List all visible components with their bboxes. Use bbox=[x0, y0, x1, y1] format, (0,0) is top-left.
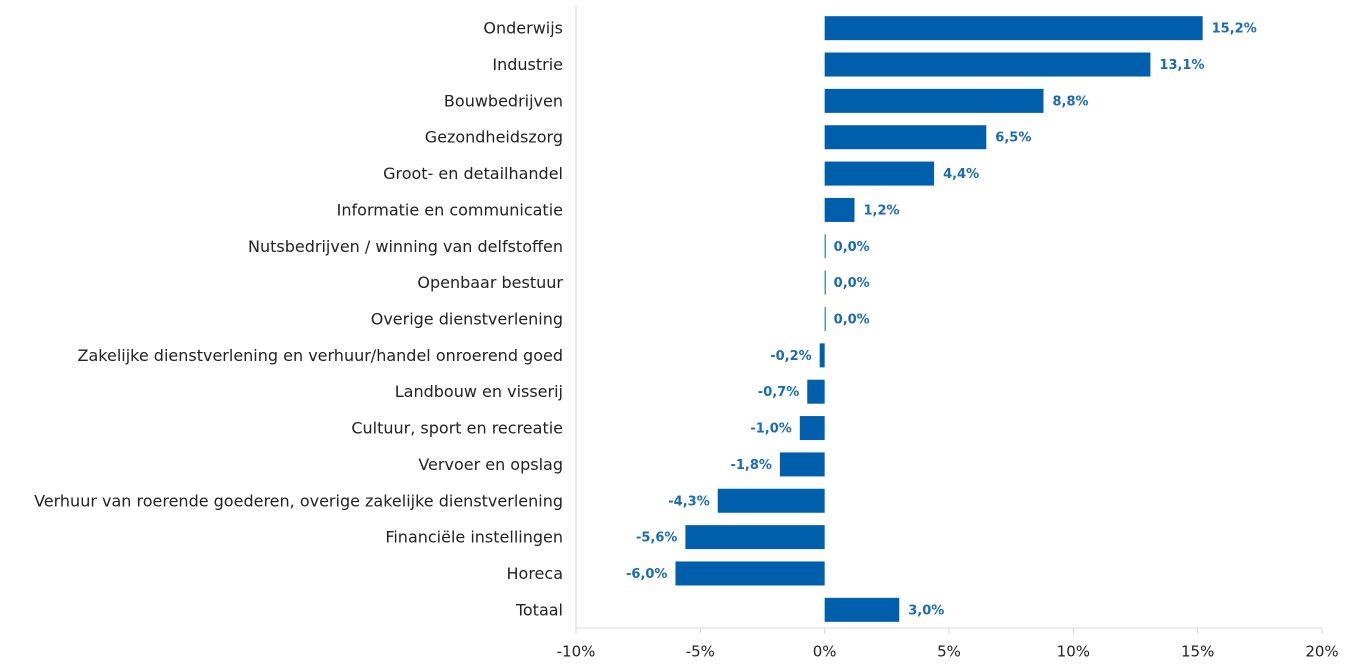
y-tick-label: Industrie bbox=[492, 55, 563, 74]
y-tick-label: Informatie en communicatie bbox=[337, 200, 563, 219]
value-label: 3,0% bbox=[908, 603, 944, 618]
bar bbox=[799, 416, 825, 441]
x-tick-label: 5% bbox=[937, 643, 961, 661]
bar bbox=[824, 52, 1151, 77]
value-label: -4,3% bbox=[668, 494, 709, 509]
value-label: -1,8% bbox=[730, 458, 771, 473]
bar bbox=[824, 16, 1203, 41]
y-tick-label: Landbouw en visserij bbox=[395, 382, 563, 401]
bar bbox=[824, 234, 826, 259]
bar bbox=[824, 307, 826, 331]
value-label: 0,0% bbox=[834, 313, 870, 328]
value-label: 0,0% bbox=[834, 276, 870, 291]
bar bbox=[819, 343, 825, 368]
y-tick-label: Openbaar bestuur bbox=[417, 273, 563, 292]
x-tick-label: -5% bbox=[686, 643, 715, 661]
x-tick-label: 20% bbox=[1305, 643, 1338, 661]
value-label: 6,5% bbox=[995, 131, 1031, 146]
bar bbox=[685, 525, 825, 550]
value-label: 1,2% bbox=[864, 203, 900, 218]
y-tick-label: Vervoer en opslag bbox=[418, 455, 563, 474]
y-tick-label: Horeca bbox=[507, 564, 564, 583]
y-tick-label: Totaal bbox=[515, 600, 563, 619]
bar bbox=[824, 161, 935, 186]
bar bbox=[824, 270, 826, 295]
y-tick-label: Zakelijke dienstverlening en verhuur/han… bbox=[78, 346, 563, 365]
bar bbox=[824, 125, 987, 150]
bar bbox=[675, 561, 825, 586]
y-tick-label: Financiële instellingen bbox=[385, 528, 563, 547]
bar bbox=[779, 452, 825, 477]
value-label: -6,0% bbox=[626, 567, 667, 582]
bar bbox=[807, 379, 825, 404]
value-label: 8,8% bbox=[1052, 94, 1088, 109]
x-tick-label: 0% bbox=[813, 643, 837, 661]
y-tick-label: Bouwbedrijven bbox=[444, 91, 563, 110]
value-label: -5,6% bbox=[636, 531, 677, 546]
y-tick-label: Groot- en detailhandel bbox=[383, 164, 563, 183]
y-tick-label: Nutsbedrijven / winning van delfstoffen bbox=[248, 237, 563, 256]
y-tick-label: Overige dienstverlening bbox=[371, 310, 563, 329]
value-label: 13,1% bbox=[1159, 58, 1204, 73]
y-tick-label: Verhuur van roerende goederen, overige z… bbox=[34, 491, 563, 510]
value-label: 0,0% bbox=[834, 240, 870, 255]
value-label: -0,7% bbox=[758, 385, 799, 400]
y-tick-label: Onderwijs bbox=[483, 19, 563, 38]
y-tick-label: Cultuur, sport en recreatie bbox=[351, 419, 563, 438]
x-tick-label: 10% bbox=[1057, 643, 1090, 661]
bar bbox=[824, 88, 1044, 113]
bar bbox=[824, 197, 855, 222]
bar bbox=[717, 488, 825, 513]
bar bbox=[824, 597, 900, 622]
value-label: 4,4% bbox=[943, 167, 979, 182]
value-label: -1,0% bbox=[750, 422, 791, 437]
value-label: -0,2% bbox=[770, 349, 811, 364]
value-label: 15,2% bbox=[1212, 22, 1257, 37]
y-tick-label: Gezondheidszorg bbox=[425, 128, 563, 147]
x-tick-label: 15% bbox=[1181, 643, 1214, 661]
x-tick-label: -10% bbox=[557, 643, 596, 661]
